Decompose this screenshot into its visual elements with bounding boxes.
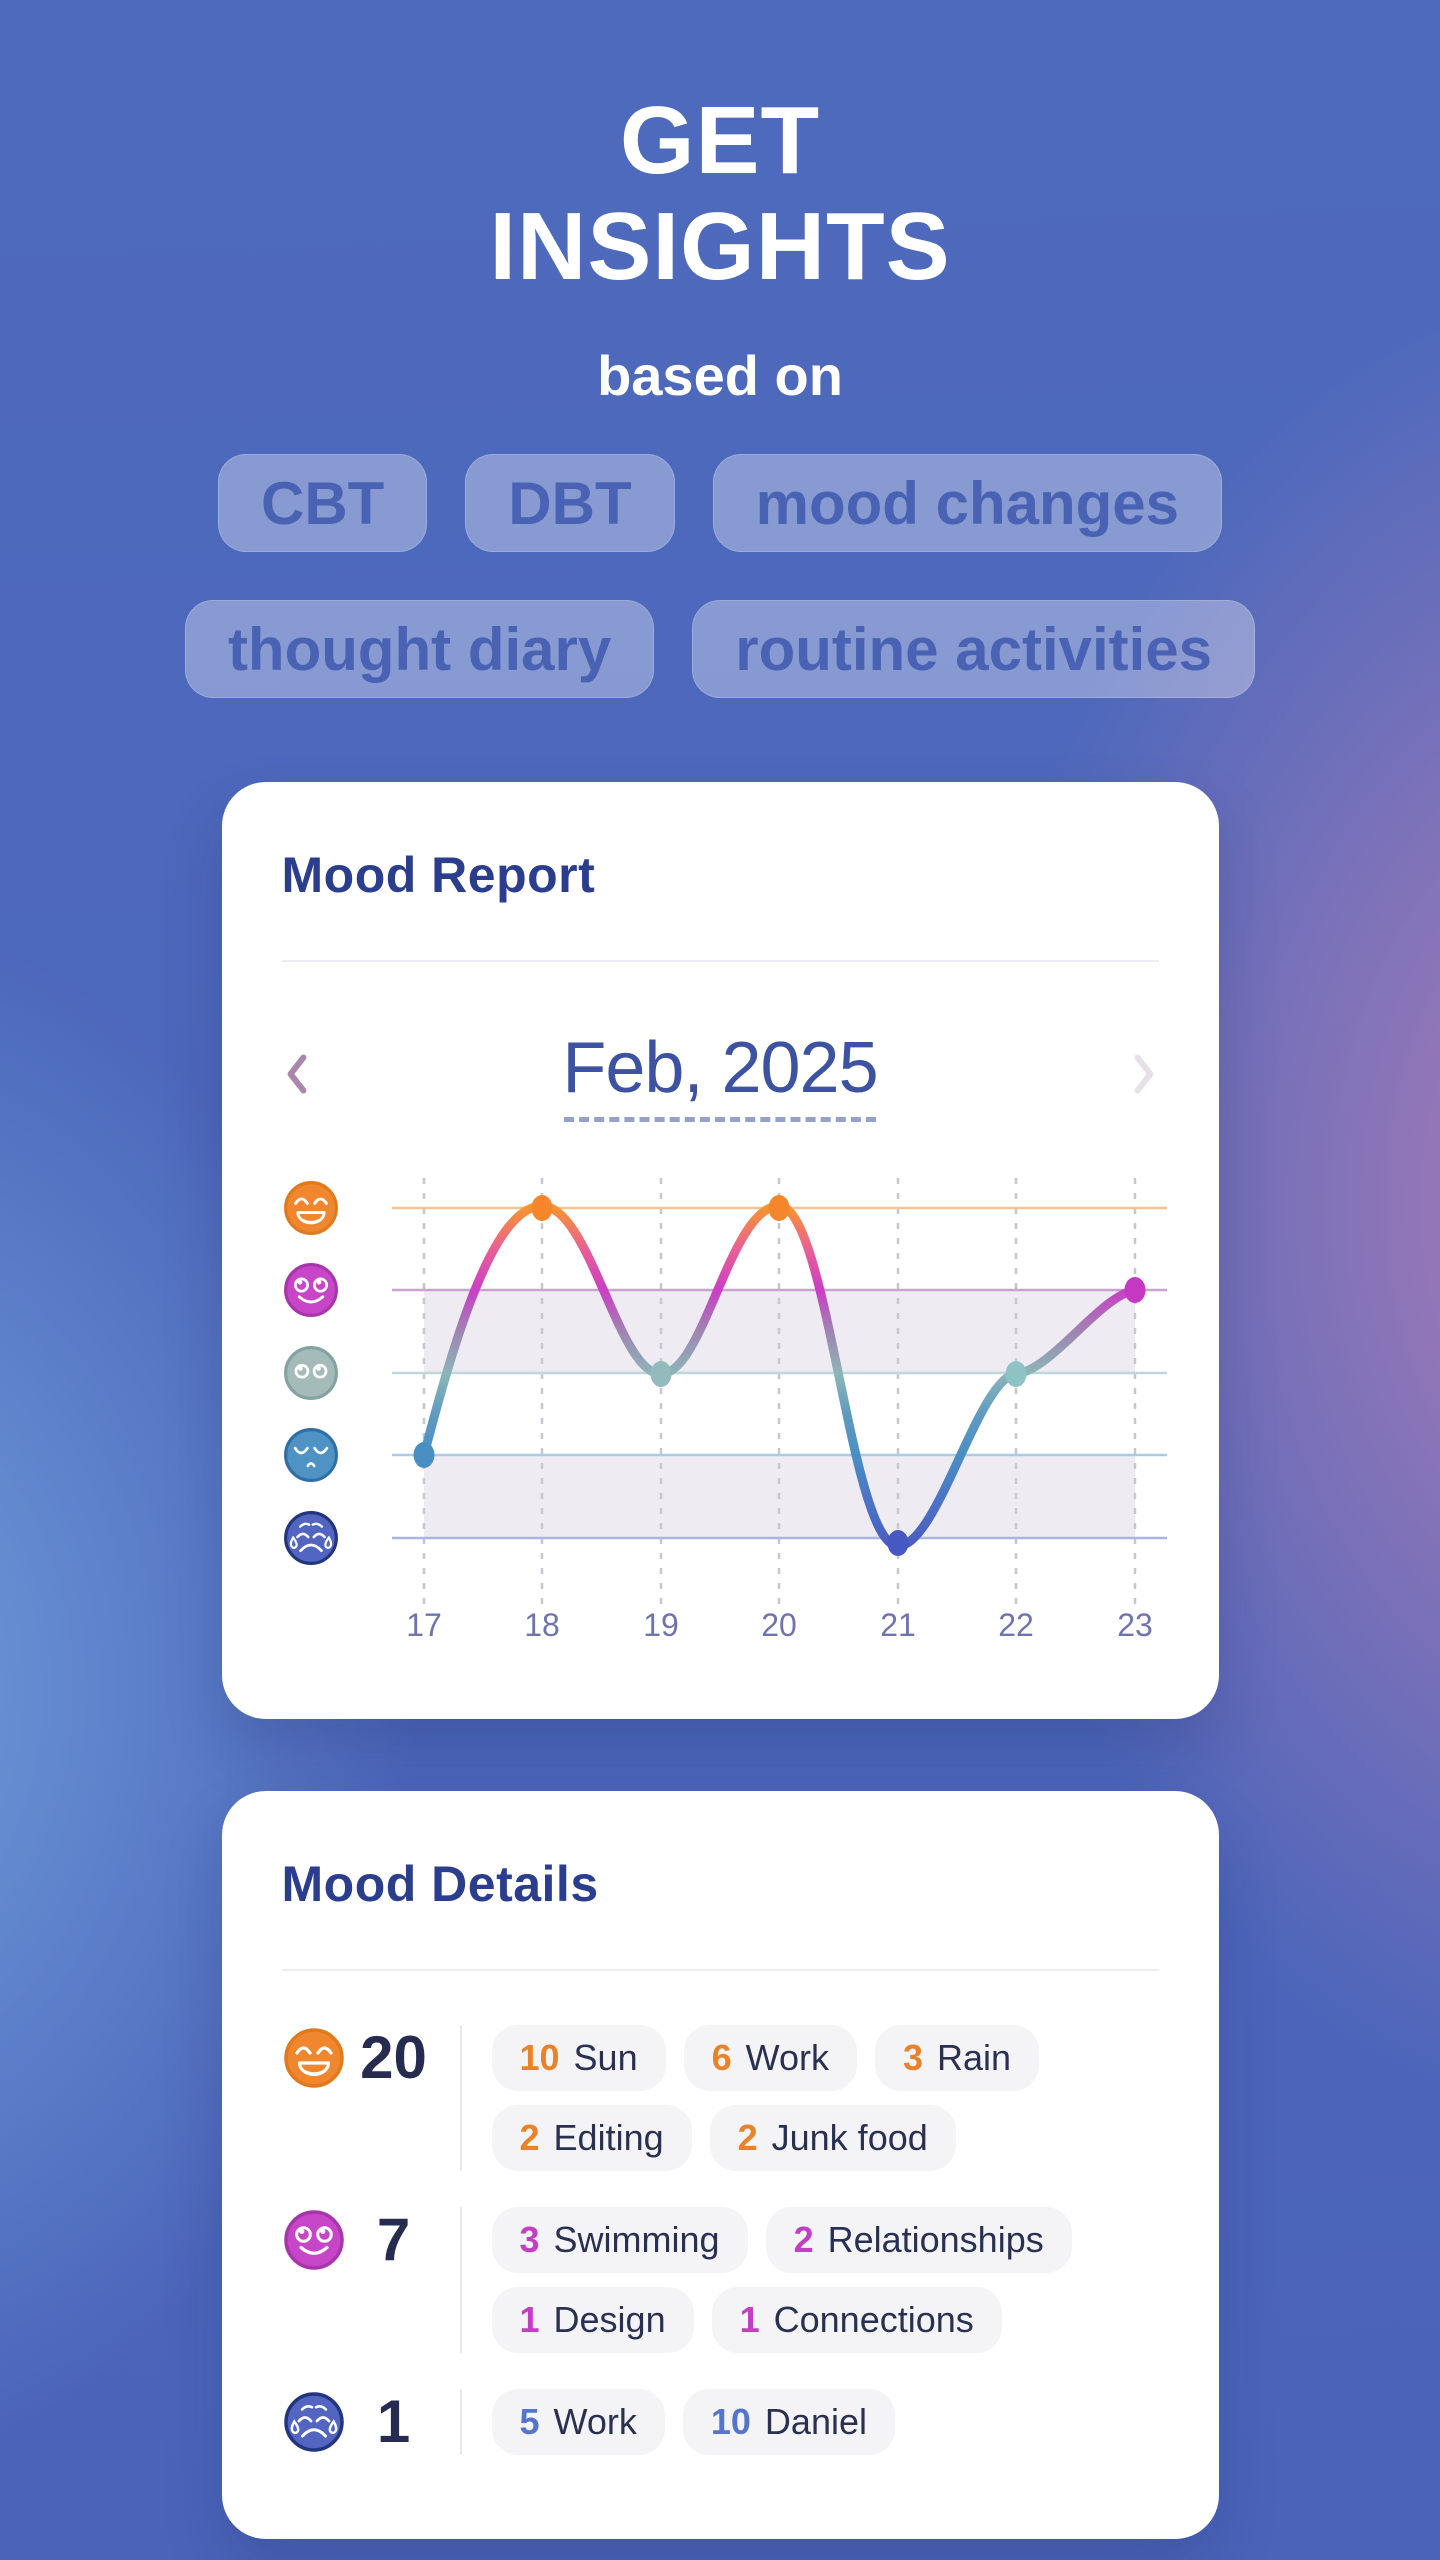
chip-label: Junk food xyxy=(771,2117,928,2159)
activity-chip: 10 Sun xyxy=(491,2025,666,2092)
chip-label: Rain xyxy=(937,2037,1012,2079)
mood-details-title: Mood Details xyxy=(281,1856,599,1913)
mood-count: 7 xyxy=(376,2206,411,2274)
mood-chart: 17 18 19 20 21 22 23 xyxy=(222,1168,1219,1668)
chevron-right-icon xyxy=(1133,1046,1155,1102)
mood-report-title: Mood Report xyxy=(281,847,596,904)
mood-detail-rows: 20 10 Sun 6 Work 3 Rain 2 Editing 2 Junk food… xyxy=(282,2024,1159,2456)
svg-text:22: 22 xyxy=(998,1607,1034,1643)
mood-report-card: Mood Report Feb, 2025 xyxy=(221,782,1219,1720)
page-title: GET INSIGHTS xyxy=(0,88,1440,299)
svg-text:21: 21 xyxy=(880,1607,916,1643)
activity-chip: 1 Design xyxy=(491,2287,694,2354)
pleased-emoji-icon xyxy=(282,1261,340,1319)
data-points xyxy=(413,1195,1145,1557)
chip-label: Work xyxy=(553,2401,637,2443)
activity-chip: 2 Editing xyxy=(491,2105,692,2172)
chip-label: Design xyxy=(553,2299,666,2341)
divider xyxy=(281,960,1159,963)
activity-chip: 3 Rain xyxy=(874,2025,1040,2092)
chip-count: 1 xyxy=(519,2299,540,2341)
svg-text:17: 17 xyxy=(406,1607,442,1643)
laughing-emoji-icon xyxy=(282,2026,346,2090)
pleased-emoji-icon xyxy=(282,2208,346,2272)
weary-emoji-icon xyxy=(282,1426,340,1484)
pill-thought-diary: thought diary xyxy=(184,600,655,699)
vertical-divider xyxy=(459,2207,462,2354)
chip-count: 3 xyxy=(519,2219,540,2261)
svg-text:19: 19 xyxy=(643,1607,679,1643)
activity-chip: 10 Daniel xyxy=(682,2389,895,2456)
mood-count: 1 xyxy=(376,2388,411,2456)
period-dashed-underline xyxy=(564,1116,876,1122)
neutral-emoji-icon xyxy=(282,1344,340,1402)
page-title-line2: INSIGHTS xyxy=(489,192,951,300)
svg-text:20: 20 xyxy=(761,1607,797,1643)
chip-count: 10 xyxy=(519,2037,560,2079)
chip-count: 2 xyxy=(793,2219,814,2261)
page-title-line1: GET xyxy=(619,87,821,194)
chip-count: 1 xyxy=(739,2299,760,2341)
next-month-button[interactable] xyxy=(1129,1046,1159,1102)
onboarding-screen: GET INSIGHTS based on CBT DBT mood chang… xyxy=(0,88,1440,2540)
mood-count: 20 xyxy=(360,2024,427,2092)
activity-chip: 3 Swimming xyxy=(491,2207,748,2274)
chip-label: Swimming xyxy=(553,2219,720,2261)
chip-count: 5 xyxy=(519,2401,540,2443)
pill-cbt: CBT xyxy=(217,454,428,553)
chip-label: Work xyxy=(745,2037,829,2079)
chip-count: 2 xyxy=(519,2117,540,2159)
chip-label: Editing xyxy=(553,2117,664,2159)
chart-canvas: 17 18 19 20 21 22 23 xyxy=(391,1178,1167,1643)
activity-chip: 1 Connections xyxy=(711,2287,1002,2354)
activity-chips: 10 Sun 6 Work 3 Rain 2 Editing 2 Junk food xyxy=(491,2025,1159,2172)
chip-label: Daniel xyxy=(764,2401,867,2443)
x-axis-labels: 17 18 19 20 21 22 23 xyxy=(406,1607,1153,1643)
detail-row-pleased: 7 3 Swimming 2 Relationships 1 Design 1 Conn… xyxy=(282,2206,1159,2354)
chip-count: 2 xyxy=(737,2117,758,2159)
vertical-divider xyxy=(459,2389,462,2456)
activity-chip: 6 Work xyxy=(683,2025,857,2092)
activity-chips: 5 Work 10 Daniel xyxy=(491,2389,1159,2456)
chip-label: Relationships xyxy=(827,2219,1044,2261)
chip-label: Connections xyxy=(773,2299,974,2341)
period-selector[interactable]: Feb, 2025 xyxy=(312,1027,1129,1122)
detail-row-laughing: 20 10 Sun 6 Work 3 Rain 2 Editing 2 Junk food xyxy=(282,2024,1159,2172)
page-subtitle: based on xyxy=(597,344,843,408)
detail-row-crying: 1 5 Work 10 Daniel xyxy=(282,2388,1159,2456)
feature-pills: CBT DBT mood changes thought diary routi… xyxy=(80,454,1360,699)
chip-count: 6 xyxy=(711,2037,732,2079)
activity-chips: 3 Swimming 2 Relationships 1 Design 1 Connec… xyxy=(491,2207,1159,2354)
mood-details-card: Mood Details 20 10 Sun 6 Work 3 Rain 2 Editi… xyxy=(221,1791,1219,2540)
crying-emoji-icon xyxy=(282,2390,346,2454)
svg-text:23: 23 xyxy=(1117,1607,1153,1643)
pill-routine-activities: routine activities xyxy=(692,600,1256,699)
activity-chip: 5 Work xyxy=(491,2389,665,2456)
vertical-divider xyxy=(459,2025,462,2172)
grid-columns xyxy=(422,1178,1136,1611)
mood-bands xyxy=(423,1290,1135,1539)
activity-chip: 2 Relationships xyxy=(765,2207,1072,2274)
laughing-emoji-icon xyxy=(282,1179,340,1237)
svg-text:18: 18 xyxy=(524,1607,560,1643)
month-navigation: Feb, 2025 xyxy=(282,1028,1159,1122)
chevron-left-icon xyxy=(286,1046,308,1102)
prev-month-button[interactable] xyxy=(282,1046,312,1102)
chip-count: 3 xyxy=(902,2037,924,2079)
chip-label: Sun xyxy=(573,2037,638,2079)
chip-count: 10 xyxy=(710,2401,751,2443)
crying-emoji-icon xyxy=(282,1509,340,1567)
pill-mood-changes: mood changes xyxy=(712,454,1223,553)
period-label: Feb, 2025 xyxy=(562,1027,878,1108)
pill-dbt: DBT xyxy=(465,454,675,553)
activity-chip: 2 Junk food xyxy=(709,2105,956,2172)
divider xyxy=(281,1969,1159,1972)
